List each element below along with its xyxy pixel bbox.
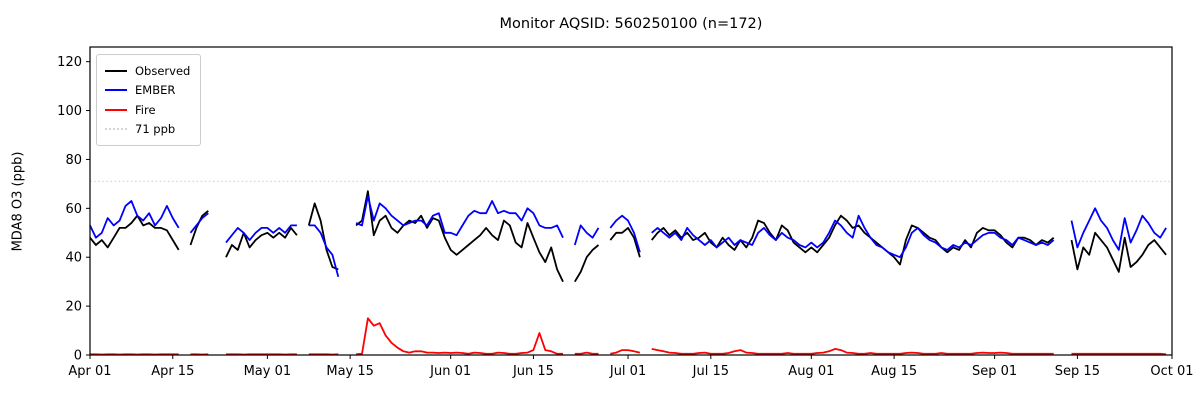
legend-line-sample bbox=[105, 128, 127, 131]
x-tick-label: Oct 01 bbox=[1150, 364, 1193, 379]
x-tick-label: Apr 01 bbox=[68, 364, 111, 379]
x-tick-label: Jun 15 bbox=[512, 364, 554, 379]
legend-item-71-ppb: 71 ppb bbox=[105, 120, 190, 140]
ember-line bbox=[89, 195, 1167, 278]
legend-item-fire: Fire bbox=[105, 100, 190, 120]
x-tick-label: Aug 15 bbox=[871, 364, 917, 379]
y-tick-label: 40 bbox=[65, 251, 82, 266]
observed-line bbox=[89, 190, 1167, 283]
x-tick-label: Aug 01 bbox=[788, 364, 834, 379]
x-tick-label: Apr 15 bbox=[151, 364, 194, 379]
legend-label: 71 ppb bbox=[135, 122, 176, 137]
legend-item-observed: Observed bbox=[105, 61, 190, 81]
chart-title: Monitor AQSID: 560250100 (n=172) bbox=[499, 16, 763, 32]
y-tick-label: 0 bbox=[74, 349, 82, 364]
x-tick-label: Sep 01 bbox=[972, 364, 1017, 379]
y-tick-label: 120 bbox=[57, 55, 82, 70]
x-tick-label: May 01 bbox=[244, 364, 292, 379]
x-tick-label: Sep 15 bbox=[1055, 364, 1100, 379]
legend-item-ember: EMBER bbox=[105, 81, 190, 101]
legend-line-sample bbox=[105, 89, 127, 92]
legend-label: Fire bbox=[135, 102, 156, 117]
fire-line bbox=[90, 317, 1167, 356]
axes-box bbox=[89, 46, 1173, 356]
x-tick-label: Jul 01 bbox=[609, 364, 646, 379]
y-tick-label: 80 bbox=[65, 153, 82, 168]
y-tick-label: 60 bbox=[65, 202, 82, 217]
legend: Observed EMBER Fire 71 ppb bbox=[96, 54, 202, 146]
y-tick-label: 20 bbox=[65, 300, 82, 315]
x-tick-label: Jun 01 bbox=[429, 364, 471, 379]
x-tick-label: Jul 15 bbox=[692, 364, 729, 379]
legend-label: EMBER bbox=[135, 83, 176, 98]
legend-line-sample bbox=[105, 108, 127, 111]
y-tick-label: 100 bbox=[57, 104, 82, 119]
x-tick-label: May 15 bbox=[326, 364, 374, 379]
legend-line-sample bbox=[105, 69, 127, 72]
legend-label: Observed bbox=[135, 63, 191, 78]
